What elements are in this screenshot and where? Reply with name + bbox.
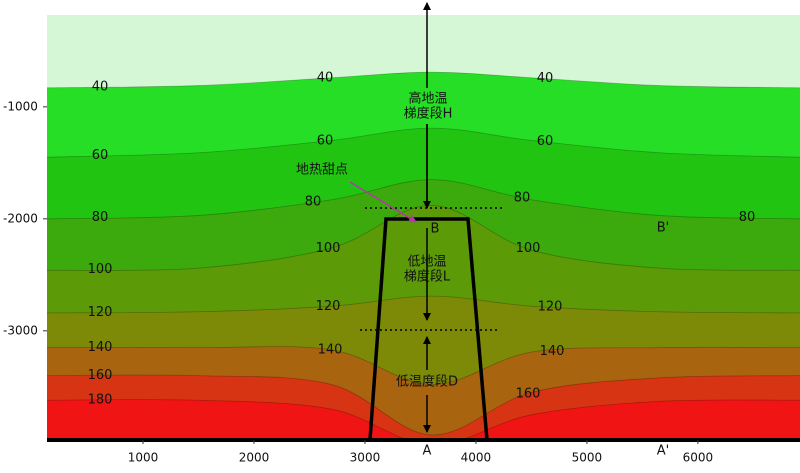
isotherm-label: 100: [316, 241, 341, 256]
isotherm: [47, 179, 800, 220]
isotherm-label: 140: [540, 344, 565, 359]
isotherm-label: 80: [305, 194, 322, 209]
isotherm-label: 140: [88, 340, 113, 355]
x-tick-label: 4000: [461, 451, 492, 465]
isotherm-label: 160: [516, 386, 541, 401]
annotation: 高地温: [408, 91, 447, 107]
isotherm: [47, 204, 800, 271]
annotation: A': [657, 444, 669, 459]
x-tick-label: 3000: [350, 451, 381, 465]
annotation: 低温度段D: [396, 374, 458, 390]
annotation: 梯度段L: [404, 269, 451, 285]
trapezoid: [368, 217, 489, 441]
isotherm-label: 160: [88, 368, 113, 383]
y-tick-label: -3000: [3, 323, 38, 337]
isotherm: [47, 399, 800, 440]
isotherm-label: 100: [516, 241, 541, 256]
y-tick-label: -2000: [3, 211, 38, 225]
temperature-band: [47, 399, 800, 440]
x-tick-label: 1000: [128, 451, 159, 465]
isotherm: [47, 295, 800, 314]
plot-area: 40 40 40 60 60 60 80 80 80 80 100 100 100 120 120 120 14…: [47, 15, 800, 440]
isotherm-label: 40: [537, 71, 554, 86]
y-tick-label: -1000: [3, 99, 38, 113]
isotherm: [47, 71, 800, 89]
isotherm-label: 80: [92, 210, 109, 225]
x-tick-label: 2000: [239, 451, 270, 465]
annotation: B: [431, 222, 440, 237]
isotherm-label: 80: [739, 210, 756, 225]
isotherm: [47, 346, 800, 385]
isotherm-label: 100: [88, 262, 113, 277]
annotation: A: [423, 444, 432, 459]
isotherm-label: 180: [88, 393, 113, 408]
isotherm-label: 120: [88, 305, 113, 320]
x-tick-label: 6000: [683, 451, 714, 465]
annotation: 梯度段H: [404, 106, 453, 122]
x-tick-label: 5000: [572, 451, 603, 465]
annotation: 地热甜点: [296, 162, 348, 178]
isotherm: [47, 127, 800, 158]
annotation: B': [657, 221, 670, 236]
isotherm-label: 140: [318, 342, 343, 357]
label-bg: [408, 88, 448, 124]
overlay: 高地温 梯度段H 地热甜点 B B' 低地温 梯度段L 低温度段D A A' 1…: [3, 2, 800, 465]
isotherm-label: 120: [316, 299, 341, 314]
isotherm: [47, 374, 800, 436]
isotherm-label: 40: [317, 71, 334, 86]
isotherm-label: 40: [92, 80, 109, 95]
isotherm-label: 60: [317, 134, 334, 149]
isotherm-label: 60: [92, 148, 109, 163]
isotherm-label: 60: [537, 134, 554, 149]
isotherm-label: 80: [514, 190, 531, 205]
pointer-arrow: [349, 181, 417, 223]
annotation: 低地温: [407, 255, 446, 270]
isotherm-label: 120: [538, 299, 563, 314]
